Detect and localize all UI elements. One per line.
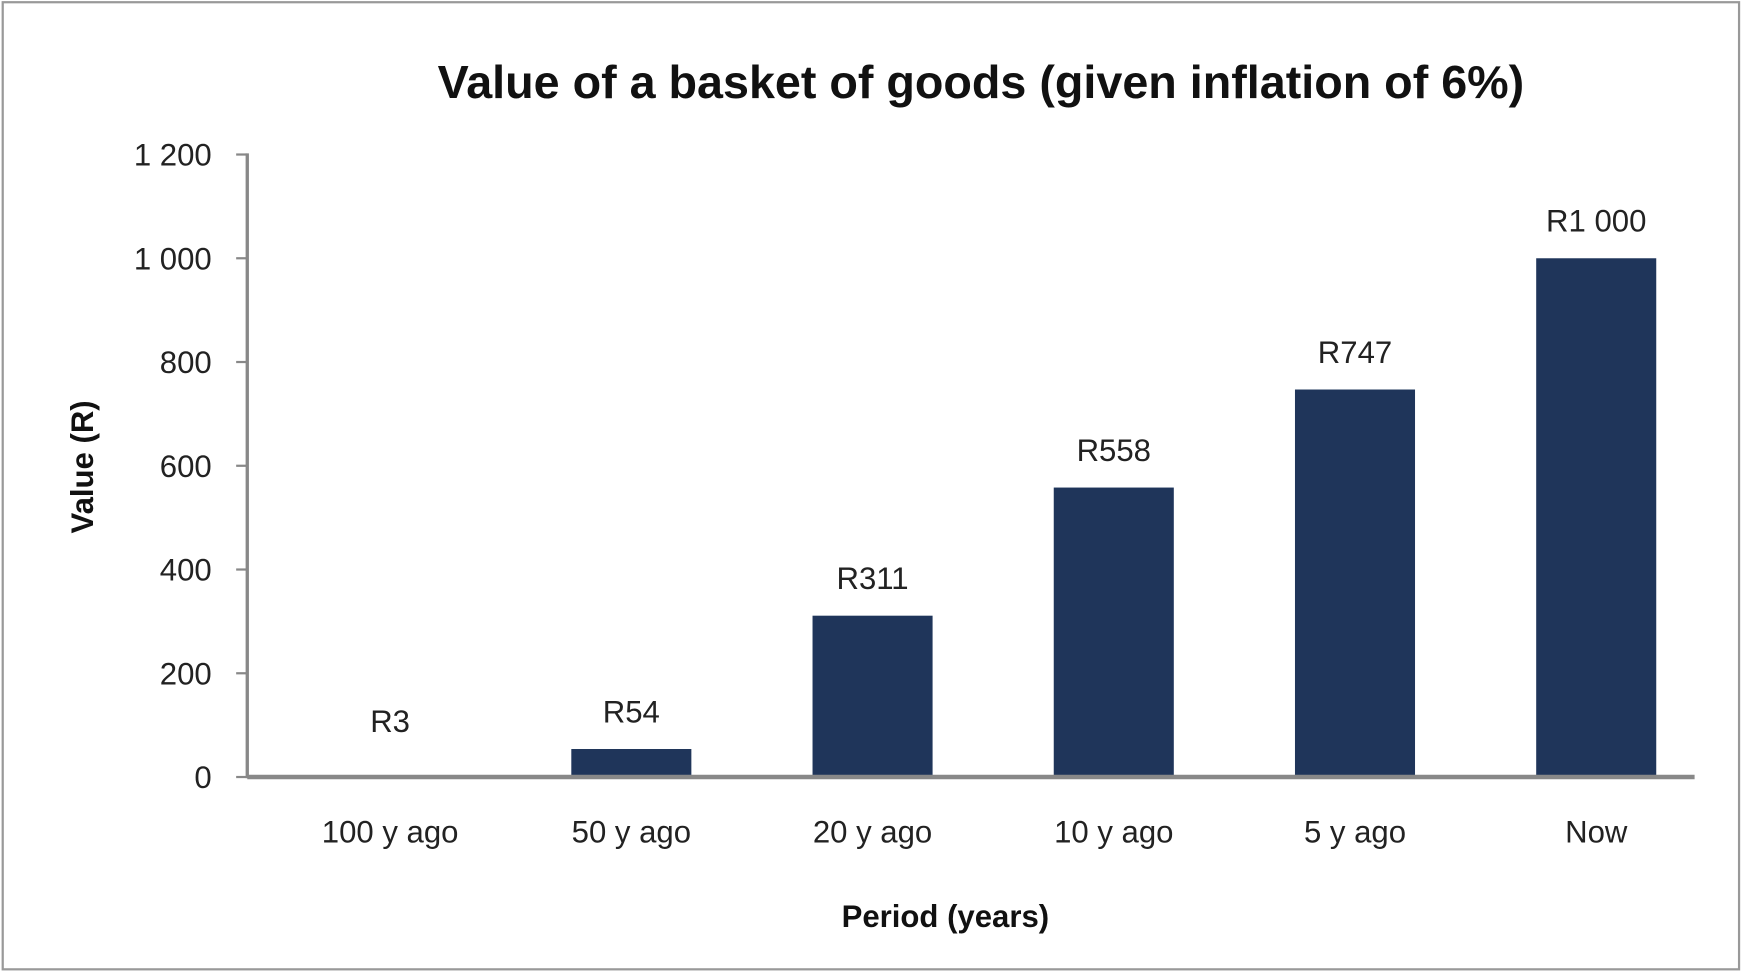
x-tick-label: 100 y ago xyxy=(322,815,459,850)
x-tick-label: 20 y ago xyxy=(813,815,932,850)
y-tick-label: 1 000 xyxy=(134,241,212,276)
bar xyxy=(1053,487,1174,778)
chart-title: Value of a basket of goods (given inflat… xyxy=(438,56,1525,108)
x-tick-label: 50 y ago xyxy=(572,815,691,850)
y-tick-label: 400 xyxy=(160,553,212,588)
data-label: R311 xyxy=(837,561,909,596)
y-axis-label: Value (R) xyxy=(65,400,100,533)
x-axis-label: Period (years) xyxy=(842,899,1049,934)
bar xyxy=(1536,258,1657,778)
x-tick-label: 5 y ago xyxy=(1304,815,1406,850)
data-label: R558 xyxy=(1077,433,1151,468)
bar xyxy=(571,749,692,778)
x-tick-label: 10 y ago xyxy=(1054,815,1173,850)
data-label: R54 xyxy=(603,694,660,729)
y-tick-label: 0 xyxy=(194,760,211,795)
y-tick-label: 200 xyxy=(160,656,212,691)
data-label: R3 xyxy=(370,704,410,739)
x-tick-label: Now xyxy=(1565,815,1628,850)
data-label: R747 xyxy=(1318,335,1392,370)
y-tick-label: 600 xyxy=(160,449,212,484)
bar xyxy=(812,615,933,778)
data-label: R1 000 xyxy=(1546,204,1646,239)
bar xyxy=(1294,389,1416,778)
y-tick-label: 1 200 xyxy=(134,138,212,173)
y-tick-label: 800 xyxy=(160,345,212,380)
